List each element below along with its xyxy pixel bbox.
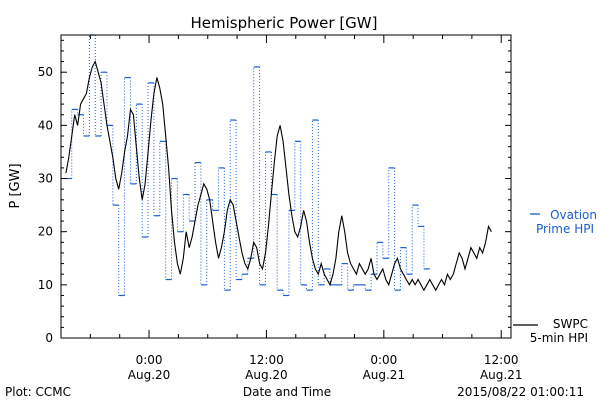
ovation-series (65, 34, 430, 297)
y-axis-label: P [GW] (8, 163, 23, 208)
y-axis: 0 10 20 30 40 50 (38, 39, 511, 345)
chart-title: Hemispheric Power [GW] (191, 14, 378, 32)
swpc-line (65, 60, 492, 292)
footer-credit: Plot: CCMC (5, 385, 71, 399)
swpc-legend-label: 5-min HPI (530, 331, 588, 345)
x-axis-label: Date and Time (243, 385, 331, 399)
y-tick-label: 50 (38, 65, 53, 79)
x-tick-label-time: 0:00 (370, 353, 397, 367)
ovation-legend-label: Prime HPI (536, 222, 594, 236)
swpc-legend-label: SWPC (553, 317, 588, 331)
generation-timestamp: 2015/08/22 01:00:11 (457, 385, 584, 399)
x-tick-label-date: Aug.21 (480, 368, 523, 382)
y-tick-label: 30 (38, 172, 53, 186)
x-axis: 0:00Aug.2012:00Aug.200:00Aug.2112:00Aug.… (60, 35, 523, 382)
x-tick-label-date: Aug.20 (245, 368, 288, 382)
x-tick-label-time: 12:00 (484, 353, 519, 367)
x-tick-label-date: Aug.21 (363, 368, 406, 382)
y-tick-label: 20 (38, 225, 53, 239)
y-tick-label: 10 (38, 278, 53, 292)
plot-frame (60, 34, 512, 339)
swpc-series (65, 60, 492, 292)
x-tick-label-time: 0:00 (136, 353, 163, 367)
x-tick-label-date: Aug.20 (128, 368, 171, 382)
y-tick-label: 40 (38, 118, 53, 132)
ovation-legend-label: Ovation (550, 208, 597, 222)
y-tick-label: 0 (45, 331, 53, 345)
x-tick-label-time: 12:00 (249, 353, 284, 367)
